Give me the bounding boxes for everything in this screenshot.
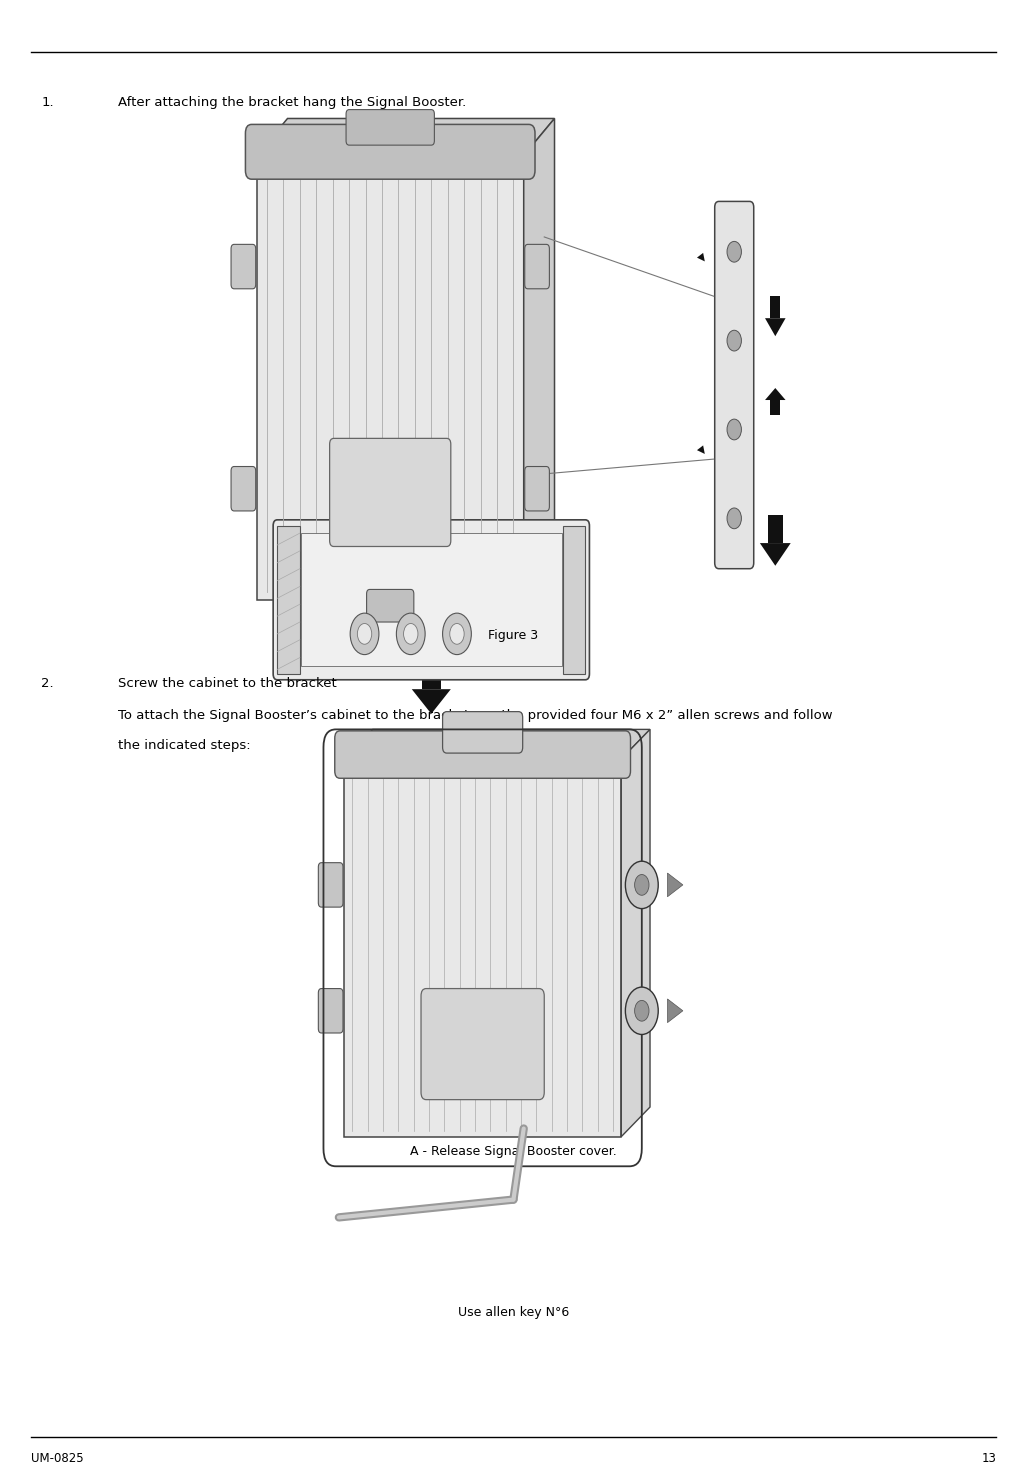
Polygon shape [257, 156, 524, 600]
Polygon shape [412, 689, 450, 714]
FancyBboxPatch shape [367, 589, 414, 622]
Circle shape [634, 1001, 649, 1022]
Polygon shape [667, 998, 683, 1022]
FancyBboxPatch shape [525, 467, 550, 511]
FancyBboxPatch shape [442, 712, 523, 752]
Circle shape [727, 241, 742, 262]
FancyBboxPatch shape [330, 438, 450, 546]
Text: To attach the Signal Booster’s cabinet to the bracket use the provided four M6 x: To attach the Signal Booster’s cabinet t… [118, 709, 833, 723]
Circle shape [397, 613, 426, 655]
Polygon shape [765, 318, 785, 336]
Polygon shape [257, 118, 555, 156]
FancyBboxPatch shape [346, 110, 434, 145]
Text: Figure 3: Figure 3 [489, 629, 538, 643]
Bar [421, 659, 441, 689]
FancyBboxPatch shape [273, 520, 590, 680]
Text: After attaching the bracket hang the Signal Booster.: After attaching the bracket hang the Sig… [118, 96, 466, 110]
Text: 13: 13 [981, 1453, 996, 1465]
Circle shape [634, 874, 649, 895]
Text: Screw the cabinet to the bracket: Screw the cabinet to the bracket [118, 677, 337, 690]
Text: the indicated steps:: the indicated steps: [118, 739, 251, 752]
FancyBboxPatch shape [421, 989, 544, 1099]
Bar [768, 515, 783, 544]
Circle shape [449, 624, 464, 644]
Circle shape [350, 613, 379, 655]
Circle shape [625, 986, 658, 1034]
FancyBboxPatch shape [318, 862, 343, 906]
Text: A - Release Signal Booster cover.: A - Release Signal Booster cover. [410, 1145, 617, 1158]
FancyBboxPatch shape [231, 467, 256, 511]
Bar [301, 533, 562, 666]
Bar [771, 400, 781, 415]
FancyBboxPatch shape [335, 730, 630, 779]
Polygon shape [760, 544, 790, 566]
Polygon shape [667, 874, 683, 897]
Polygon shape [621, 730, 650, 1137]
Circle shape [727, 330, 742, 351]
Circle shape [625, 860, 658, 908]
FancyBboxPatch shape [525, 244, 550, 289]
Text: UM-0825: UM-0825 [31, 1453, 84, 1465]
Polygon shape [765, 388, 785, 400]
Bar [277, 526, 300, 674]
FancyBboxPatch shape [715, 201, 754, 569]
Circle shape [442, 613, 471, 655]
Polygon shape [524, 118, 555, 600]
Bar [771, 296, 781, 318]
Circle shape [727, 419, 742, 440]
Circle shape [357, 624, 372, 644]
FancyBboxPatch shape [231, 244, 256, 289]
Text: Use allen key N°6: Use allen key N°6 [458, 1306, 569, 1320]
FancyBboxPatch shape [318, 989, 343, 1034]
Text: 2.: 2. [41, 677, 54, 690]
Circle shape [727, 508, 742, 529]
Polygon shape [344, 758, 621, 1137]
Polygon shape [344, 730, 650, 758]
Text: 1.: 1. [41, 96, 54, 110]
Circle shape [404, 624, 418, 644]
Bar [563, 526, 586, 674]
FancyBboxPatch shape [246, 124, 535, 179]
